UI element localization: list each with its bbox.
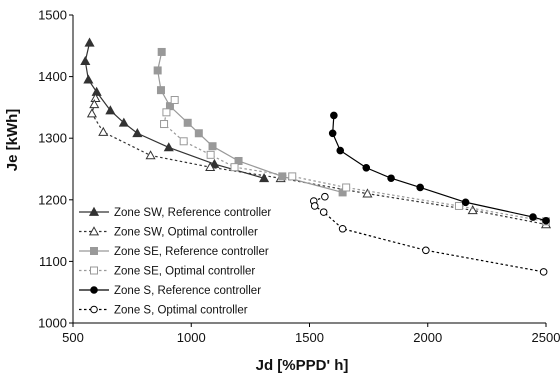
data-point-circle — [461, 198, 470, 207]
data-point-square — [194, 129, 203, 138]
data-point-square — [206, 150, 215, 159]
data-point-circle — [416, 183, 424, 192]
series-line — [84, 42, 265, 179]
data-point-triangle — [163, 142, 174, 152]
legend-label: Zone SE, Optimal controller — [114, 266, 255, 278]
data-point-triangle — [86, 108, 97, 118]
data-point-triangle — [118, 117, 129, 127]
y-tick-label: 1500 — [38, 8, 67, 23]
data-point-square — [90, 266, 98, 275]
data-point-square — [153, 66, 162, 75]
data-point-square — [156, 86, 165, 95]
series-line — [157, 51, 343, 193]
y-axis-title: Je [kWh] — [4, 109, 21, 172]
data-point-circle — [539, 268, 548, 276]
data-point-square — [234, 156, 243, 165]
data-point-square — [170, 96, 179, 105]
data-point-triangle — [205, 161, 216, 172]
data-point-circle — [330, 111, 338, 120]
x-tick-label: 2500 — [532, 330, 560, 345]
y-tick-label: 1300 — [38, 131, 67, 146]
data-point-circle — [319, 208, 328, 216]
legend-label: Zone S, Optimal controller — [114, 305, 248, 317]
data-point-circle — [90, 305, 98, 314]
legend-item-5: Zone S, Reference controller — [79, 285, 261, 297]
legend-item-3: Zone SE, Reference controller — [79, 246, 269, 258]
series-5 — [328, 111, 550, 225]
data-point-square — [90, 247, 98, 255]
x-tick-label: 2000 — [413, 330, 442, 345]
data-point-circle — [90, 286, 98, 294]
data-point-square — [208, 142, 217, 151]
data-point-circle — [362, 163, 371, 172]
data-point-square — [342, 183, 351, 192]
legend-label: Zone SW, Reference controller — [114, 207, 271, 219]
legend-item-2: Zone SW, Optimal controller — [79, 226, 258, 239]
data-point-square — [179, 137, 188, 146]
data-point-circle — [310, 202, 319, 210]
data-point-triangle — [105, 105, 116, 115]
legend: Zone SW, Reference controller Zone SW, Op… — [79, 206, 271, 317]
data-point-triangle — [83, 74, 94, 84]
legend-item-1: Zone SW, Reference controller — [79, 206, 271, 219]
data-point-triangle — [89, 99, 100, 109]
data-point-triangle — [259, 173, 270, 183]
data-point-square — [157, 47, 166, 56]
x-tick-label: 1000 — [177, 330, 206, 345]
legend-label: Zone S, Reference controller — [114, 285, 261, 297]
data-point-circle — [422, 246, 430, 255]
y-tick-label: 1100 — [39, 254, 67, 269]
data-point-circle — [321, 192, 329, 201]
x-axis-title: Jd [%PPD' h] — [256, 357, 349, 374]
data-point-square — [183, 118, 192, 127]
series-3 — [153, 47, 347, 197]
data-point-triangle — [467, 205, 478, 215]
series-layer — [80, 37, 552, 276]
data-point-square — [162, 108, 171, 117]
x-tick-label: 1500 — [295, 330, 324, 345]
series-4 — [160, 96, 550, 226]
x-tick-label: 500 — [62, 330, 84, 345]
data-point-circle — [529, 213, 537, 221]
legend-label: Zone SE, Reference controller — [114, 246, 269, 258]
legend-item-6: Zone S, Optimal controller — [79, 305, 248, 317]
data-point-triangle — [132, 128, 143, 138]
data-point-square — [160, 120, 169, 129]
data-point-square — [230, 163, 239, 172]
data-point-triangle — [98, 126, 109, 136]
data-point-triangle — [80, 55, 91, 66]
data-point-circle — [542, 216, 550, 225]
data-point-triangle — [88, 226, 100, 236]
legend-item-4: Zone SE, Optimal controller — [79, 266, 255, 278]
data-point-triangle — [362, 188, 373, 198]
data-point-circle — [338, 224, 347, 233]
data-point-square — [278, 172, 287, 181]
data-point-triangle — [145, 150, 156, 160]
data-point-triangle — [91, 86, 102, 96]
series-line — [91, 98, 547, 226]
data-point-triangle — [88, 206, 100, 216]
y-tick-label: 1200 — [38, 192, 67, 207]
series-1 — [80, 37, 270, 183]
data-point-circle — [387, 174, 395, 183]
data-point-circle — [336, 146, 345, 155]
series-6 — [309, 192, 548, 276]
data-point-triangle — [84, 37, 95, 47]
series-line — [163, 99, 547, 222]
y-tick-label: 1400 — [38, 69, 67, 84]
data-point-square — [454, 201, 463, 210]
series-line — [313, 196, 544, 273]
data-point-square — [288, 172, 297, 181]
legend-label: Zone SW, Optimal controller — [114, 227, 258, 239]
data-point-circle — [328, 129, 337, 138]
y-tick-label: 1000 — [38, 316, 67, 331]
